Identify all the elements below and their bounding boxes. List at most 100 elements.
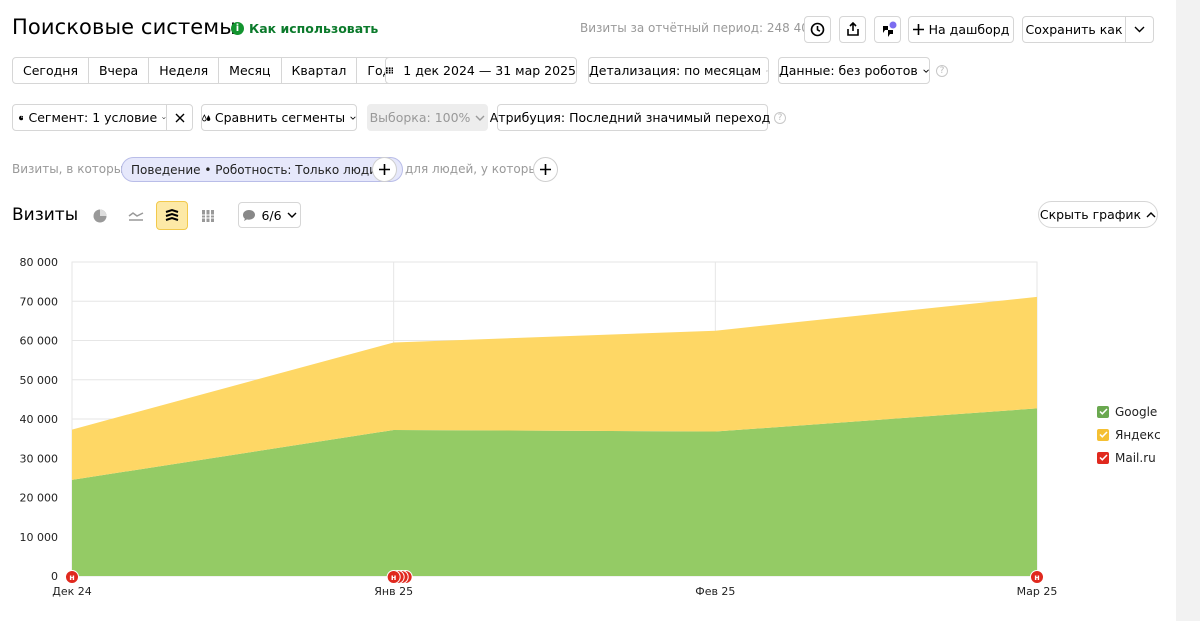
bar-chart-icon <box>202 209 214 222</box>
save-as-button[interactable]: Сохранить как <box>1022 16 1126 43</box>
segment-dropdown[interactable]: Сегмент: 1 условие <box>12 104 167 131</box>
attribution-dropdown[interactable]: Атрибуция: Последний значимый переход <box>490 104 770 131</box>
y-tick-label: 0 <box>51 570 58 583</box>
for-people-label: для людей, у которых <box>405 162 545 176</box>
how-to-use-label: Как использовать <box>249 21 379 36</box>
info-icon: i <box>231 22 244 35</box>
chevron-down-icon <box>350 116 356 120</box>
compare-segments-dropdown[interactable]: Сравнить сегменты <box>201 104 357 131</box>
legend-label: Google <box>1115 404 1158 419</box>
legend-item-mailru[interactable]: Mail.ru <box>1097 446 1161 469</box>
period-selector: Сегодня Вчера Неделя Месяц Квартал Год <box>12 57 403 84</box>
annotation-marker <box>65 570 79 584</box>
chevron-down-icon <box>287 212 297 218</box>
chevron-up-icon <box>1146 211 1156 217</box>
pie-chart-icon <box>19 115 24 120</box>
assistant-button[interactable] <box>874 16 901 43</box>
pie-chart-icon <box>93 209 107 222</box>
visits-chart: 0 10 000 20 000 30 000 40 000 50 000 60 000 70 … <box>0 250 1176 621</box>
legend-label: Mail.ru <box>1115 450 1156 465</box>
visits-where-label: Визиты, в которых <box>12 162 131 176</box>
checkbox-icon <box>1097 451 1109 464</box>
period-yesterday[interactable]: Вчера <box>89 58 150 83</box>
chart-legend: Google Яндекс Mail.ru <box>1097 400 1161 469</box>
segment-label: Сегмент: 1 условие <box>28 110 158 125</box>
hide-chart-label: Скрыть график <box>1039 207 1142 222</box>
y-tick-label: 50 000 <box>20 374 59 387</box>
area-series-0 <box>72 408 1037 576</box>
y-tick-label: 30 000 <box>20 452 59 465</box>
plus-icon <box>379 164 390 175</box>
history-button[interactable] <box>804 16 831 43</box>
clear-segment-button[interactable] <box>166 104 193 131</box>
add-to-dashboard-label: На дашборд <box>928 22 1010 37</box>
checkbox-icon <box>1097 405 1109 418</box>
clock-icon <box>810 22 825 37</box>
visits-area-chart: 0 10 000 20 000 30 000 40 000 50 000 60 000 70 … <box>20 256 1058 598</box>
line-view-button[interactable] <box>120 201 152 230</box>
annotations-dropdown[interactable]: 6/6 <box>238 202 301 228</box>
bar-view-button[interactable] <box>192 201 224 230</box>
chevron-down-icon <box>1134 26 1145 33</box>
legend-item-yandex[interactable]: Яндекс <box>1097 423 1161 446</box>
share-icon <box>846 22 859 36</box>
save-as-label: Сохранить как <box>1025 22 1123 37</box>
save-as-dropdown-button[interactable] <box>1125 16 1154 43</box>
add-people-condition-button[interactable] <box>533 157 558 182</box>
period-today[interactable]: Сегодня <box>13 58 89 83</box>
detail-dropdown[interactable]: Детализация: по месяцам <box>588 57 769 84</box>
legend-item-google[interactable]: Google <box>1097 400 1161 423</box>
chevron-down-icon <box>766 70 768 72</box>
date-range-label: 1 дек 2024 — 31 мар 2025 <box>403 63 576 78</box>
area-series-1 <box>72 296 1037 480</box>
area-chart-icon <box>165 208 179 221</box>
area-view-button[interactable] <box>156 201 188 230</box>
filter-chip-label: Поведение • Роботность: Только люди <box>131 162 377 177</box>
y-tick-label: 80 000 <box>20 256 59 269</box>
how-to-use-link[interactable]: i Как использовать <box>231 21 378 36</box>
compare-drops-icon <box>202 113 211 121</box>
period-quarter[interactable]: Квартал <box>282 58 358 83</box>
y-tick-label: 10 000 <box>20 531 59 544</box>
date-range-button[interactable]: 1 дек 2024 — 31 мар 2025 <box>385 57 577 84</box>
calendar-icon <box>386 67 394 74</box>
filter-chip[interactable]: Поведение • Роботность: Только люди ✕ <box>121 157 403 182</box>
line-chart-icon <box>128 211 144 221</box>
hide-chart-button[interactable]: Скрыть график <box>1038 201 1158 228</box>
compare-segments-label: Сравнить сегменты <box>214 110 346 125</box>
chevron-down-icon <box>162 116 166 119</box>
period-week[interactable]: Неделя <box>149 58 220 83</box>
visits-total: Визиты за отчётный период: 248 404 <box>580 21 817 35</box>
x-tick-label: Дек 24 <box>52 585 92 598</box>
x-tick-label: Янв 25 <box>374 585 413 598</box>
assistant-icon <box>882 21 896 37</box>
y-tick-label: 70 000 <box>20 295 59 308</box>
annotation-label: н <box>69 573 75 582</box>
chevron-down-icon <box>475 115 485 121</box>
comment-icon <box>243 209 256 221</box>
plus-icon <box>540 164 551 175</box>
data-filter-label: Данные: без роботов <box>779 63 918 78</box>
attribution-label: Атрибуция: Последний значимый переход <box>489 110 771 125</box>
annotation-label: н <box>391 573 397 582</box>
pie-view-button[interactable] <box>84 201 116 230</box>
help-icon[interactable]: ? <box>774 112 786 124</box>
chevron-down-icon <box>923 68 929 73</box>
y-tick-label: 40 000 <box>20 413 59 426</box>
data-filter-dropdown[interactable]: Данные: без роботов <box>778 57 930 84</box>
plus-icon <box>912 24 924 35</box>
y-tick-label: 20 000 <box>20 492 59 505</box>
export-button[interactable] <box>839 16 866 43</box>
help-icon[interactable]: ? <box>936 65 948 77</box>
chart-title: Визиты <box>12 205 79 225</box>
detail-label: Детализация: по месяцам <box>589 63 762 78</box>
period-month[interactable]: Месяц <box>219 58 282 83</box>
page-title: Поисковые системы <box>12 15 236 39</box>
sample-label: Выборка: 100% <box>369 110 471 125</box>
legend-label: Яндекс <box>1115 427 1161 442</box>
add-to-dashboard-button[interactable]: На дашборд <box>908 16 1014 43</box>
sample-dropdown[interactable]: Выборка: 100% <box>367 104 488 131</box>
series-counter: 6/6 <box>261 207 282 223</box>
add-visit-condition-button[interactable] <box>372 157 397 182</box>
annotation-marker <box>386 570 401 584</box>
